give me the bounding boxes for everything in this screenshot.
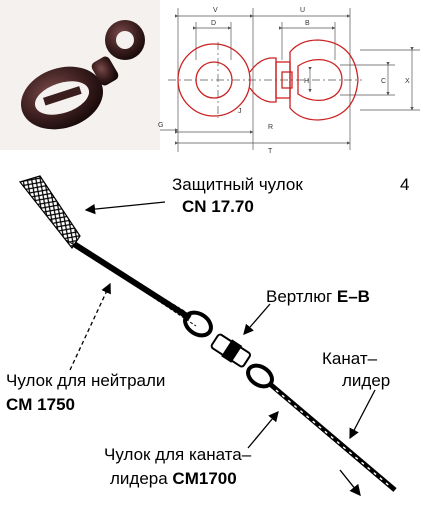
dim-label-j: J	[238, 108, 242, 115]
swivel-body	[210, 333, 251, 368]
arrow-leader-sock	[247, 411, 279, 449]
label-rope-leader-1: Канат–	[322, 349, 378, 368]
arrow-rope-leader	[349, 389, 376, 440]
label-neutral-sock: Чулок для нейтрали	[6, 371, 165, 390]
dim-label-c: C	[381, 78, 386, 85]
callout-arrows	[69, 201, 376, 449]
arrow-swivel	[243, 303, 271, 335]
code-protective-sock: CN 17.70	[182, 197, 254, 216]
label-leader-sock-2: лидера CM1700	[110, 469, 237, 488]
dim-label-d: D	[211, 20, 216, 27]
neutral-sock-outline	[65, 239, 197, 327]
dim-label-g: G	[158, 122, 163, 129]
code-neutral-sock: CM 1750	[6, 395, 75, 414]
swivel-eye-1	[183, 310, 213, 338]
cable-assembly	[18, 175, 397, 497]
swivel-photo	[0, 0, 160, 150]
label-protective-sock: Защитный чулок	[172, 175, 303, 194]
dim-label-t: T	[268, 148, 273, 155]
rope-leader-twist	[275, 389, 393, 489]
arrow-neutral-sock	[69, 282, 111, 371]
dim-label-v: V	[213, 7, 218, 14]
dim-label-h: H	[304, 78, 309, 85]
figure-number: 4	[400, 175, 409, 194]
arrow-protective-sock	[84, 201, 166, 215]
pull-arrow	[339, 469, 361, 497]
swivel-technical-drawing: V U D B C X H J G R T	[158, 7, 420, 155]
dim-label-r: R	[268, 124, 273, 131]
dim-label-u: U	[300, 7, 305, 14]
label-rope-leader-2: лидер	[342, 371, 390, 390]
label-leader-sock-1: Чулок для каната–	[104, 445, 252, 464]
neutral-cable	[72, 241, 192, 321]
protective-sock	[18, 175, 81, 250]
dim-label-x: X	[405, 78, 410, 85]
dim-label-b: B	[305, 20, 310, 27]
label-swivel: Вертлюг E–B	[266, 287, 370, 306]
